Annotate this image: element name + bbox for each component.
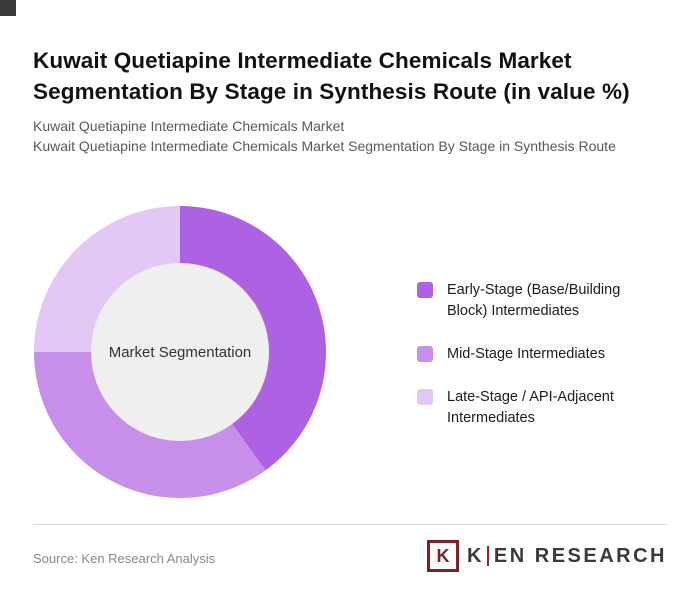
legend-item-early-stage: Early-Stage (Base/Building Block) Interm…	[417, 280, 649, 322]
donut-center-label: Market Segmentation	[108, 343, 252, 361]
legend-swatch-late-stage	[417, 389, 433, 406]
donut-center: Market Segmentation	[91, 263, 269, 441]
donut-chart-container: Market Segmentation	[34, 206, 326, 498]
legend-item-mid-stage: Mid-Stage Intermediates	[417, 344, 649, 365]
ken-research-wordmark: K EN RESEARCH	[467, 545, 667, 568]
legend-label-late-stage: Late-Stage / API-Adjacent Intermediates	[447, 389, 614, 427]
logo-icon-letter: K	[436, 546, 450, 566]
wordmark-rest: EN RESEARCH	[493, 544, 667, 567]
legend-label-early-stage: Early-Stage (Base/Building Block) Interm…	[447, 282, 621, 320]
legend-swatch-early-stage	[417, 282, 433, 298]
subtitle-line-2: Kuwait Quetiapine Intermediate Chemicals…	[33, 138, 616, 155]
page-title: Kuwait Quetiapine Intermediate Chemicals…	[33, 48, 630, 105]
legend-item-late-stage: Late-Stage / API-Adjacent Intermediates	[417, 387, 649, 429]
chart-legend: Early-Stage (Base/Building Block) Interm…	[417, 280, 649, 429]
ken-research-logo: K K EN RESEARCH	[426, 540, 667, 572]
legend-swatch-mid-stage	[417, 346, 433, 363]
legend-label-mid-stage: Mid-Stage Intermediates	[447, 346, 605, 363]
footer-divider	[33, 524, 667, 525]
wordmark-k: K	[466, 544, 484, 567]
wordmark-divider	[486, 546, 489, 566]
corner-square-decoration	[0, 0, 16, 16]
subtitle-block: Kuwait Quetiapine Intermediate Chemicals…	[33, 116, 645, 157]
subtitle-line-1: Kuwait Quetiapine Intermediate Chemicals…	[33, 118, 345, 134]
source-text: Source: Ken Research Analysis	[33, 551, 216, 566]
ken-research-logo-icon: K	[426, 540, 459, 572]
